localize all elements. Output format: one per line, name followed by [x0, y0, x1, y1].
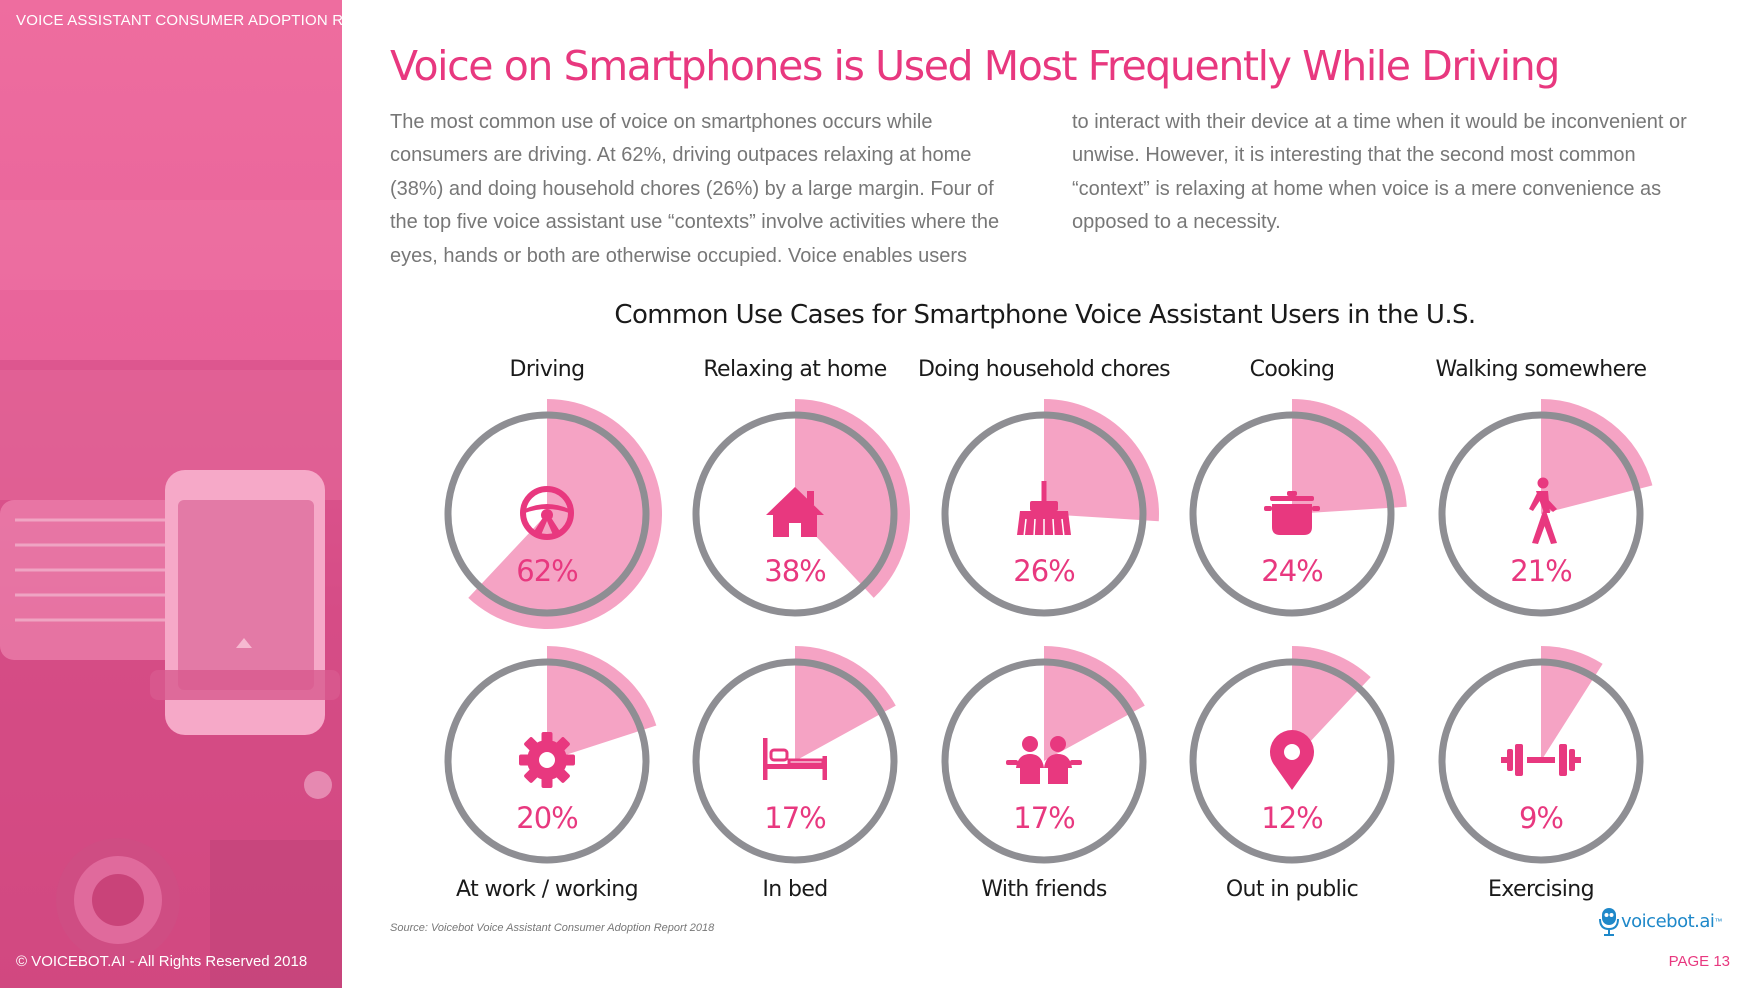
category-label: With friends [981, 877, 1107, 902]
category-label: Out in public [1226, 877, 1358, 902]
category-label: In bed [762, 877, 827, 902]
category-label: Walking somewhere [1436, 357, 1647, 382]
dashboard-phone-illustration [0, 200, 342, 988]
pie-slice [1044, 399, 1159, 522]
category-label: Doing household chores [918, 357, 1170, 382]
use-case-in-bed: 17% In bed [692, 646, 898, 902]
gear-icon [519, 732, 575, 788]
voicebot-logo: voicebot.ai ™ [1597, 904, 1722, 938]
use-case-exercising: 9% Exercising [1438, 646, 1644, 902]
brand-name: voicebot.ai [1621, 910, 1715, 932]
use-case-at-work-working: 20% At work / working [444, 646, 657, 902]
ring-outline [444, 658, 650, 864]
percent-label: 21% [1510, 554, 1571, 588]
use-case-relaxing-at-home: 38% Relaxing at home [692, 357, 910, 617]
use-case-driving: 62% Driving [444, 357, 663, 629]
source-note: Source: Voicebot Voice Assistant Consume… [390, 922, 715, 934]
ring-outline [1438, 411, 1644, 617]
category-label: Cooking [1250, 357, 1335, 382]
page-number: PAGE 13 [1668, 953, 1730, 970]
percent-label: 9% [1519, 801, 1563, 835]
body-text-right: to interact with their device at a time … [1072, 106, 1696, 240]
use-case-cooking: 24% Cooking [1189, 357, 1407, 617]
steering-wheel-icon [520, 486, 574, 540]
house-icon [766, 487, 824, 537]
chart-title: Common Use Cases for Smartphone Voice As… [614, 300, 1476, 330]
walking-person-icon [1529, 477, 1557, 544]
body-paragraph-right: to interact with their device at a time … [1072, 111, 1687, 234]
bed-icon [763, 738, 827, 780]
use-case-with-friends: 17% With friends [941, 646, 1147, 902]
broom-icon [1017, 481, 1071, 536]
ring-outline [692, 658, 898, 864]
percent-label: 17% [1013, 801, 1074, 835]
pie-slice [795, 399, 910, 598]
percent-label: 26% [1013, 554, 1074, 588]
left-photo-panel: VOICE ASSISTANT CONSUMER ADOPTION REPORT… [0, 0, 342, 988]
percent-label: 12% [1261, 801, 1322, 835]
body-paragraph-left: The most common use of voice on smartpho… [390, 111, 1000, 267]
ring-outline [941, 411, 1147, 617]
percent-label: 38% [764, 554, 825, 588]
brand-trademark: ™ [1714, 916, 1723, 926]
copyright-text: © VOICEBOT.AI - All Rights Reserved 2018 [16, 953, 308, 970]
pie-slice [1541, 399, 1653, 514]
pie-slice [1292, 646, 1371, 761]
category-label: At work / working [456, 877, 638, 902]
friends-icon [1006, 736, 1082, 784]
pie-slice [468, 399, 663, 629]
use-case-doing-household-chores: 26% Doing household chores [918, 357, 1171, 617]
cooking-pot-icon [1264, 491, 1320, 535]
use-case-out-in-public: 12% Out in public [1189, 646, 1395, 902]
category-label: Driving [510, 357, 585, 382]
use-case-walking-somewhere: 21% Walking somewhere [1436, 357, 1653, 617]
percent-label: 20% [516, 801, 577, 835]
dumbbell-icon [1501, 744, 1581, 776]
category-label: Exercising [1488, 877, 1594, 902]
ring-outline [1189, 658, 1395, 864]
ring-outline [444, 411, 650, 617]
microphone-robot-icon [1599, 908, 1619, 936]
ring-outline [1189, 411, 1395, 617]
ring-outline [941, 658, 1147, 864]
ring-outline [1438, 658, 1644, 864]
category-label: Relaxing at home [703, 357, 886, 382]
percent-label: 24% [1261, 554, 1322, 588]
pie-slice [547, 646, 657, 761]
ring-outline [692, 411, 898, 617]
page-title: Voice on Smartphones is Used Most Freque… [390, 42, 1560, 90]
percent-label: 62% [516, 554, 577, 588]
percent-label: 17% [764, 801, 825, 835]
report-title: VOICE ASSISTANT CONSUMER ADOPTION REPORT [16, 12, 342, 29]
pie-slice [1044, 646, 1145, 761]
pie-slice [1292, 399, 1407, 514]
map-pin-icon [1270, 730, 1314, 790]
body-text-left: The most common use of voice on smartpho… [390, 106, 1014, 273]
pie-slice [795, 646, 896, 761]
